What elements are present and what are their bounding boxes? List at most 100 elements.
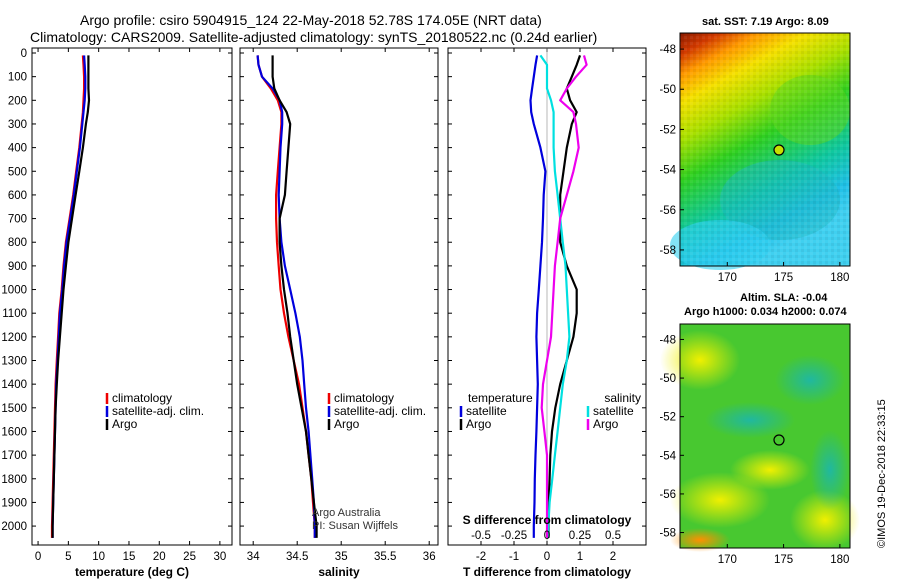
sst-map: -48 -50 -52 -54 -56 -58 170 175 180 (660, 32, 851, 284)
sla-blob (775, 355, 845, 405)
legend-label: satellite (593, 404, 634, 418)
depth-tick-label: 1500 (1, 403, 27, 415)
sla-map: -48 -50 -52 -54 -56 -58 170 175 180 (660, 323, 860, 566)
x-tick-label: 20 (153, 551, 166, 563)
depth-tick-label: 200 (8, 95, 27, 107)
series-line-argo (271, 55, 318, 538)
lat-tick-label: -58 (660, 245, 676, 257)
lon-tick-label: 170 (718, 272, 737, 284)
legend-label: Argo (112, 417, 138, 431)
series-line-t-satellite (529, 55, 547, 538)
x-tick-label: 34.5 (286, 551, 308, 563)
lat-tick-label: -50 (660, 373, 676, 385)
panel-frame (31, 47, 233, 546)
legend-label: climatology (112, 391, 172, 405)
x-tick-label: 34 (247, 551, 260, 563)
sst-map-title: sat. SST: 7.19 Argo: 8.09 (702, 16, 829, 28)
sla-blob (705, 402, 795, 438)
lon-tick-label: 180 (830, 554, 849, 566)
series-line-s-satellite (539, 54, 571, 538)
salinity-panel: 34 34.5 35 35.5 36 salinity climatologysatelli… (239, 47, 439, 579)
lat-tick-label: -54 (660, 450, 677, 462)
credit-pi: PI: Susan Wijffels (312, 520, 398, 532)
depth-tick-label: 400 (8, 143, 27, 155)
lat-tick-label: -50 (660, 84, 676, 96)
legend-salinity-title: salinity (604, 391, 641, 405)
x-tick-label: 25 (183, 551, 196, 563)
temperature-panel: 0 5 10 15 20 25 30 temperature (deg C) climatolo… (31, 47, 233, 579)
sla-map-frame (679, 323, 851, 549)
top-tick-label: 0 (544, 530, 550, 542)
x-axis-label: salinity (318, 565, 360, 579)
lon-tick-label: 170 (718, 554, 737, 566)
lon-tick-label: 175 (774, 554, 793, 566)
lat-tick-label: -56 (660, 489, 676, 501)
x-axis-label: T difference from climatology (463, 565, 631, 579)
top-tick-label: 0.25 (569, 530, 591, 542)
legend-label: satellite-adj. clim. (334, 404, 426, 418)
x-tick-label: 2 (610, 551, 616, 563)
panel-frame (239, 47, 439, 546)
x-tick-label: 35 (335, 551, 348, 563)
depth-tick-label: 1800 (1, 474, 27, 486)
sla-blob (810, 430, 850, 510)
sla-map-title-2: Argo h1000: 0.034 h2000: 0.074 (684, 306, 847, 318)
depth-tick-label: 500 (8, 166, 27, 178)
lat-tick-label: -56 (660, 205, 676, 217)
lat-tick-label: -52 (660, 124, 676, 136)
depth-tick-label: 300 (8, 119, 27, 131)
difference-panel: -2 -1 0 1 2 T difference from climatology temp… (447, 47, 647, 579)
top-tick-label: -0.5 (471, 530, 491, 542)
series-line-argo (51, 55, 91, 538)
legend-label: satellite (466, 404, 507, 418)
depth-tick-label: 100 (8, 72, 27, 84)
sla-blob (790, 490, 860, 550)
sst-map-frame (679, 32, 851, 267)
depth-tick-label: 1600 (1, 426, 27, 438)
lat-tick-label: -52 (660, 412, 676, 424)
x-axis-label: temperature (deg C) (75, 565, 189, 579)
depth-tick-label: 1000 (1, 285, 27, 297)
depth-tick-label: 1700 (1, 450, 27, 462)
lon-tick-label: 175 (774, 272, 793, 284)
depth-tick-label: 600 (8, 190, 27, 202)
depth-tick-label: 1100 (2, 308, 27, 320)
imos-stamp: ©IMOS 19-Dec-2018 22:33:15 (876, 399, 888, 548)
sla-map-title-1: Altim. SLA: -0.04 (740, 292, 828, 304)
x-tick-label: 0 (544, 551, 550, 563)
lat-tick-label: -58 (660, 528, 676, 540)
sla-argo-marker (773, 434, 785, 446)
top-axis-label: S difference from climatology (463, 513, 632, 527)
x-tick-label: 35.5 (374, 551, 396, 563)
x-tick-label: 15 (123, 551, 136, 563)
depth-tick-label: 2000 (1, 521, 27, 533)
legend-label: climatology (334, 391, 394, 405)
x-tick-label: 1 (577, 551, 583, 563)
lat-tick-label: -54 (660, 165, 677, 177)
sst-texture (680, 33, 850, 266)
sst-argo-marker (773, 144, 785, 156)
lat-tick-label: -48 (660, 44, 676, 56)
series-line-s-argo (540, 55, 588, 538)
depth-tick-label: 0 (21, 48, 27, 60)
legend-temperature-title: temperature (468, 391, 533, 405)
legend-label: Argo (593, 417, 619, 431)
x-tick-label: -1 (509, 551, 519, 563)
legend-label: Argo (334, 417, 360, 431)
depth-tick-label: 1400 (1, 379, 27, 391)
x-tick-label: 36 (423, 551, 436, 563)
sla-blob (670, 528, 730, 552)
x-tick-label: 30 (213, 551, 226, 563)
depth-tick-label: 700 (8, 214, 27, 226)
depth-tick-label: 1900 (1, 497, 27, 509)
depth-axis: 0 100 200 300 400 500 600 700 800 900 1000 1100 1200… (1, 48, 27, 533)
top-tick-label: -0.25 (501, 530, 527, 542)
x-tick-label: 5 (65, 551, 71, 563)
series-line-t-argo (547, 55, 582, 538)
title-line-2: Climatology: CARS2009. Satellite-adjuste… (30, 29, 598, 45)
depth-tick-label: 800 (8, 237, 27, 249)
lon-tick-label: 180 (830, 272, 849, 284)
title-line-1: Argo profile: csiro 5904915_124 22-May-2… (80, 12, 542, 28)
